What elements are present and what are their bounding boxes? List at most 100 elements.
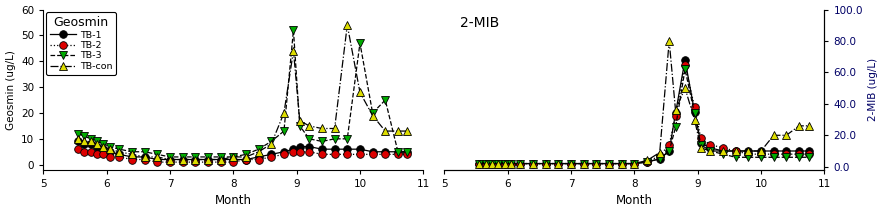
TB-2 <box>680 63 690 66</box>
TB-con <box>178 158 188 161</box>
TB-3 <box>670 126 681 129</box>
Line: TB-1: TB-1 <box>476 56 812 167</box>
TB-2 <box>642 161 652 163</box>
TB-3 <box>86 138 96 140</box>
TB-3 <box>294 125 305 127</box>
TB-1 <box>705 147 716 149</box>
TB-3 <box>604 162 614 165</box>
TB-con <box>240 156 251 158</box>
TB-3 <box>152 153 163 156</box>
TB-3 <box>506 162 516 165</box>
TB-1 <box>380 150 391 153</box>
TB-con <box>528 162 538 165</box>
Text: 2-MIB: 2-MIB <box>460 16 499 30</box>
TB-con <box>642 159 652 162</box>
TB-2 <box>804 153 814 155</box>
TB-con <box>480 162 491 165</box>
TB-1 <box>354 148 365 150</box>
TB-2 <box>506 162 516 165</box>
TB-3 <box>98 143 109 145</box>
TB-3 <box>642 161 652 163</box>
TB-1 <box>670 112 681 115</box>
TB-1 <box>781 150 792 152</box>
TB-3 <box>664 150 674 152</box>
TB-3 <box>566 162 576 165</box>
TB-3 <box>486 162 497 165</box>
TB-con <box>474 162 484 165</box>
TB-1 <box>202 158 213 161</box>
TB-con <box>730 150 741 152</box>
TB-2 <box>690 106 700 108</box>
TB-2 <box>266 156 277 158</box>
TB-con <box>591 162 602 165</box>
TB-con <box>114 150 125 153</box>
TB-con <box>72 138 83 140</box>
TB-3 <box>499 162 510 165</box>
TB-2 <box>486 162 497 165</box>
Line: TB-1: TB-1 <box>74 138 411 163</box>
TB-3 <box>768 156 779 158</box>
TB-con <box>705 150 716 152</box>
TB-3 <box>718 153 728 155</box>
TB-3 <box>216 156 226 158</box>
TB-con <box>92 143 103 145</box>
TB-1 <box>591 162 602 165</box>
TB-1 <box>486 162 497 165</box>
TB-1 <box>696 142 706 144</box>
TB-1 <box>316 148 327 150</box>
TB-2 <box>216 161 226 163</box>
TB-3 <box>126 150 137 153</box>
TB-1 <box>152 158 163 161</box>
TB-2 <box>705 143 716 146</box>
TB-con <box>304 125 315 127</box>
TB-con <box>718 150 728 152</box>
X-axis label: Month: Month <box>215 194 252 207</box>
TB-1 <box>288 148 299 150</box>
TB-con <box>804 125 814 127</box>
TB-2 <box>354 153 365 156</box>
TB-2 <box>140 158 150 161</box>
TB-3 <box>553 162 564 165</box>
TB-con <box>680 87 690 89</box>
TB-con <box>654 151 665 154</box>
TB-con <box>330 127 340 130</box>
TB-1 <box>506 162 516 165</box>
TB-1 <box>330 148 340 150</box>
TB-3 <box>380 99 391 101</box>
TB-2 <box>781 153 792 155</box>
TB-3 <box>515 162 526 165</box>
TB-con <box>202 158 213 161</box>
TB-1 <box>368 150 378 153</box>
TB-2 <box>178 161 188 163</box>
TB-3 <box>240 153 251 156</box>
TB-con <box>278 112 289 114</box>
TB-2 <box>380 153 391 156</box>
TB-3 <box>804 156 814 158</box>
TB-con <box>794 125 804 127</box>
Y-axis label: 2-MIB (ug/L): 2-MIB (ug/L) <box>868 58 879 121</box>
TB-3 <box>304 138 315 140</box>
TB-2 <box>553 162 564 165</box>
TB-3 <box>781 156 792 158</box>
TB-3 <box>493 162 504 165</box>
TB-1 <box>718 150 728 152</box>
TB-1 <box>228 158 239 161</box>
TB-2 <box>254 158 264 161</box>
TB-con <box>380 130 391 132</box>
TB-2 <box>540 162 551 165</box>
TB-con <box>190 158 201 161</box>
TB-1 <box>86 143 96 145</box>
TB-2 <box>104 156 115 158</box>
TB-2 <box>190 161 201 163</box>
TB-2 <box>392 153 403 156</box>
TB-1 <box>72 140 83 143</box>
TB-2 <box>402 153 413 156</box>
TB-2 <box>342 153 353 156</box>
TB-3 <box>392 150 403 153</box>
Line: TB-3: TB-3 <box>476 65 812 167</box>
TB-con <box>756 150 766 152</box>
TB-con <box>266 143 277 145</box>
TB-con <box>104 148 115 150</box>
TB-con <box>670 109 681 111</box>
TB-1 <box>178 158 188 161</box>
